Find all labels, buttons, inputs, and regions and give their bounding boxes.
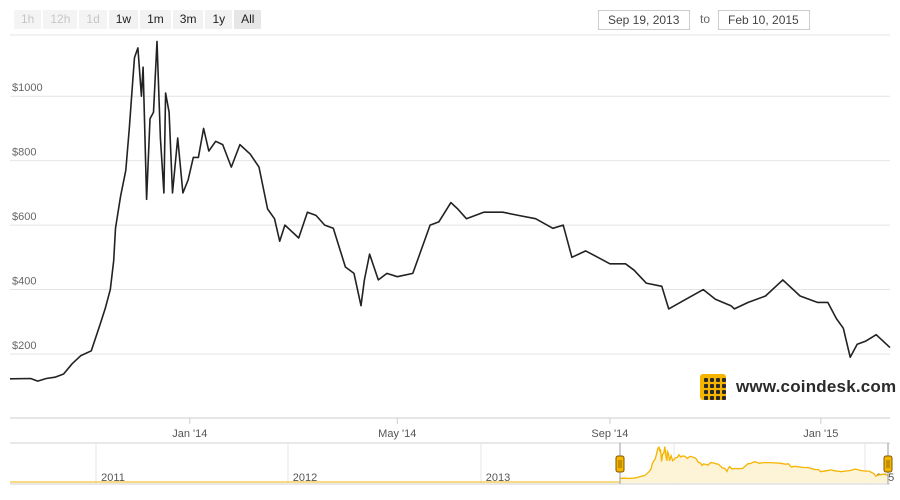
y-axis-ticks: $200 $400 $600 $800 $1000 [12, 82, 43, 352]
date-to-input[interactable]: Feb 10, 2015 [718, 10, 810, 30]
x-tick-label: Jan '14 [172, 428, 207, 440]
grid-lines [10, 34, 890, 355]
range-button-1d: 1d [79, 10, 107, 29]
coindesk-logo[interactable]: www.coindesk.com [700, 374, 896, 400]
navigator-year-label: 2013 [486, 472, 510, 484]
y-tick-label: $200 [12, 340, 36, 352]
y-tick-label: $800 [12, 147, 36, 159]
navigator-area [620, 446, 888, 483]
watermark-text: www.coindesk.com [736, 377, 897, 396]
range-button-1w[interactable]: 1w [108, 10, 139, 29]
x-axis-ticks: Jan '14 May '14 Sep '14 Jan '15 [10, 417, 890, 440]
navigator-year-label: 2011 [101, 472, 125, 484]
navigator-year-label: 2012 [293, 472, 317, 484]
x-tick-label: May '14 [378, 428, 416, 440]
range-button-3m[interactable]: 3m [172, 10, 204, 29]
navigator-series-line [619, 446, 889, 480]
range-button-12h: 12h [43, 10, 78, 29]
y-tick-label: $400 [12, 276, 36, 288]
range-selector: 1h 12h 1d 1w 1m 3m 1y All [14, 10, 262, 29]
y-tick-label: $1000 [12, 82, 43, 94]
navigator[interactable]: 20112012201320142015 [10, 442, 894, 485]
range-button-1y[interactable]: 1y [205, 10, 233, 29]
range-button-1h: 1h [14, 10, 42, 29]
date-from-input[interactable]: Sep 19, 2013 [598, 10, 690, 30]
series [9, 40, 891, 382]
navigator-left-handle[interactable] [615, 455, 625, 473]
y-tick-label: $600 [12, 211, 36, 223]
navigator-right-handle[interactable] [883, 455, 893, 473]
x-tick-label: Jan '15 [803, 428, 838, 440]
x-tick-label: Sep '14 [591, 428, 628, 440]
range-button-all[interactable]: All [234, 10, 262, 29]
coindesk-logo-icon [700, 374, 726, 400]
range-button-1m[interactable]: 1m [140, 10, 171, 29]
date-to-label: to [700, 12, 711, 26]
price-series-line [9, 40, 891, 382]
